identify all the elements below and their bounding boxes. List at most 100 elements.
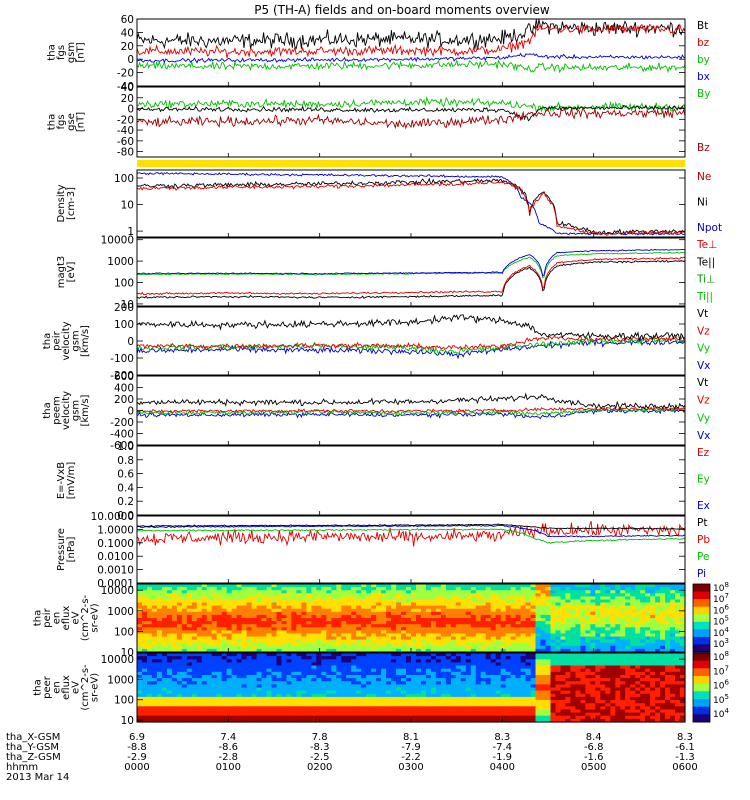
- spectrogram-cell: [396, 712, 402, 717]
- spectrogram-cell: [356, 668, 362, 673]
- spectrogram-cell: [161, 656, 168, 660]
- spectrogram-cell: [321, 642, 327, 647]
- spectrogram-cell: [271, 630, 278, 635]
- spectrogram-cell: [645, 690, 651, 695]
- spectrogram-cell: [391, 675, 397, 679]
- spectrogram-cell: [406, 605, 412, 610]
- spectrogram-cell: [396, 678, 402, 682]
- spectrogram-cell: [645, 696, 651, 701]
- spectrogram-cell: [341, 706, 347, 710]
- spectrogram-cell: [585, 608, 591, 613]
- spectrogram-cell: [361, 618, 367, 622]
- spectrogram-cell: [346, 611, 352, 616]
- spectrogram-cell: [386, 678, 392, 682]
- spectrogram-cell: [635, 715, 641, 720]
- spectrogram-cell: [560, 696, 567, 701]
- spectrogram-cell: [346, 590, 352, 594]
- spectrogram-cell: [525, 630, 532, 635]
- spectrogram-cell: [470, 639, 477, 644]
- spectrogram-cell: [600, 596, 606, 601]
- spectrogram-cell: [485, 709, 492, 714]
- spectrogram-cell: [550, 621, 557, 625]
- spectrogram-cell: [445, 703, 452, 707]
- spectrogram-cell: [376, 590, 382, 594]
- spectrogram-cell: [376, 602, 382, 607]
- spectrogram-cell: [421, 645, 427, 650]
- spectrogram-cell: [460, 709, 467, 714]
- spectrogram-cell: [470, 590, 477, 594]
- spectrogram-cell: [570, 584, 576, 588]
- spectrogram-cell: [176, 687, 183, 692]
- spectrogram-cell: [540, 690, 547, 695]
- spectrogram-cell: [560, 627, 567, 631]
- spectrogram-cell: [475, 614, 482, 619]
- spectrogram-cell: [226, 618, 233, 622]
- spectrogram-cell: [326, 630, 332, 635]
- spectrogram-cell: [470, 618, 477, 622]
- y-tick-label: 10: [121, 299, 134, 311]
- spectrogram-cell: [411, 718, 417, 723]
- spectrogram-cell: [356, 645, 362, 650]
- spectrogram-cell: [226, 715, 233, 720]
- spectrogram-cell: [191, 590, 198, 594]
- spectrogram-cell: [206, 593, 213, 597]
- spectrogram-cell: [366, 662, 372, 667]
- spectrogram-cell: [316, 627, 322, 631]
- spectrogram-cell: [316, 678, 322, 682]
- spectrogram-cell: [311, 624, 317, 628]
- spectrogram-cell: [371, 675, 377, 679]
- spectrogram-cell: [635, 693, 641, 698]
- spectrogram-cell: [590, 602, 596, 607]
- spectrogram-cell: [450, 584, 457, 588]
- spectrogram-cell: [411, 700, 417, 704]
- spectrogram-cell: [510, 639, 517, 644]
- spectrogram-cell: [465, 656, 472, 660]
- spectrogram-cell: [495, 639, 502, 644]
- spectrogram-cell: [495, 712, 502, 717]
- spectrogram-cell: [525, 693, 532, 698]
- spectrogram-cell: [191, 599, 198, 604]
- spectrogram-cell: [381, 687, 387, 692]
- spectrogram-cell: [181, 596, 188, 601]
- spectrogram-cell: [460, 696, 467, 701]
- spectrogram-cell: [505, 700, 512, 704]
- spectrogram-cell: [376, 665, 382, 670]
- spectrogram-cell: [176, 618, 183, 622]
- spectrogram-cell: [545, 690, 552, 695]
- spectrogram-cell: [351, 668, 357, 673]
- spectrogram-cell: [430, 678, 437, 682]
- spectrogram-cell: [396, 633, 402, 638]
- spectrogram-cell: [231, 678, 238, 682]
- spectrogram-cell: [630, 602, 636, 607]
- spectrogram-cell: [590, 630, 596, 635]
- colorbar-tick-label: 107: [713, 592, 729, 605]
- spectrogram-cell: [480, 618, 487, 622]
- spectrogram-cell: [286, 611, 293, 616]
- spectrogram-cell: [490, 642, 497, 647]
- spectrogram-cell: [137, 693, 143, 698]
- spectrogram-cell: [142, 712, 148, 717]
- spectrogram-cell: [376, 712, 382, 717]
- spectrogram-cell: [560, 656, 567, 660]
- spectrogram-cell: [550, 706, 557, 710]
- spectrogram-cell: [276, 678, 283, 682]
- spectrogram-cell: [137, 596, 143, 601]
- spectrogram-cell: [156, 614, 163, 619]
- spectrogram-cell: [206, 659, 213, 663]
- spectrogram-cell: [396, 659, 402, 663]
- spectrogram-cell: [366, 690, 372, 695]
- spectrogram-cell: [485, 715, 492, 720]
- spectrogram-cell: [440, 696, 447, 701]
- spectrogram-cell: [630, 656, 636, 660]
- spectrogram-cell: [391, 687, 397, 692]
- spectrogram-cell: [475, 645, 482, 650]
- spectrogram-cell: [465, 621, 472, 625]
- spectrogram-cell: [226, 693, 233, 698]
- spectrogram-cell: [281, 624, 288, 628]
- spectrogram-cell: [585, 593, 591, 597]
- spectrogram-cell: [500, 706, 507, 710]
- spectrogram-cell: [490, 684, 497, 689]
- spectrogram-cell: [221, 706, 228, 710]
- spectrogram-cell: [137, 618, 143, 622]
- spectrogram-cell: [615, 718, 621, 723]
